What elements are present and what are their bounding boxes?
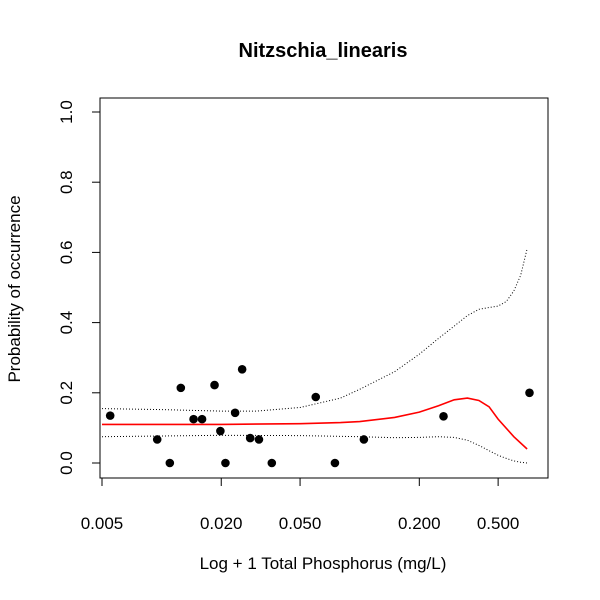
data-point <box>210 380 219 390</box>
y-tick-label: 0.4 <box>57 311 76 335</box>
data-point <box>165 458 175 468</box>
fit-curve-line <box>102 397 528 450</box>
data-point <box>359 435 369 444</box>
x-tick-label: 0.200 <box>398 514 441 533</box>
data-point <box>105 411 115 420</box>
x-tick-label: 0.005 <box>81 514 124 533</box>
fit-curve <box>102 397 528 450</box>
data-point <box>189 414 198 424</box>
data-point <box>176 383 186 393</box>
data-point <box>439 412 448 421</box>
data-point <box>330 458 340 468</box>
data-point <box>221 458 230 468</box>
y-tick-label: 0.8 <box>57 170 76 194</box>
data-point <box>197 414 207 424</box>
data-point <box>237 364 247 374</box>
x-axis-label: Log + 1 Total Phosphorus (mg/L) <box>200 554 447 573</box>
data-point <box>216 426 225 436</box>
data-point <box>254 435 264 444</box>
data-point <box>525 388 534 398</box>
data-point <box>230 408 240 418</box>
plot-frame <box>99 97 549 479</box>
x-tick-label: 0.020 <box>200 514 243 533</box>
x-tick-label: 0.500 <box>477 514 520 533</box>
y-tick-label: 0.0 <box>57 451 76 475</box>
chart-title: Nitzschia_linearis <box>239 40 408 62</box>
upper-ci-line <box>101 248 528 412</box>
y-axis: 0.0 0.2 0.4 0.6 0.8 1.0 <box>57 100 101 475</box>
data-point <box>267 458 277 468</box>
data-point <box>152 435 162 444</box>
y-tick-label: 0.6 <box>57 241 76 265</box>
y-axis-label: Probability of occurrence <box>5 195 24 382</box>
lower-ci-line <box>101 434 528 464</box>
y-tick-label: 1.0 <box>57 100 76 124</box>
x-axis: 0.005 0.020 0.050 0.200 0.500 <box>81 477 520 533</box>
confidence-band <box>101 248 528 464</box>
data-point <box>245 433 255 443</box>
x-tick-label: 0.050 <box>279 514 322 533</box>
data-point <box>311 392 321 402</box>
data-points <box>105 364 534 468</box>
y-tick-label: 0.2 <box>57 381 76 405</box>
